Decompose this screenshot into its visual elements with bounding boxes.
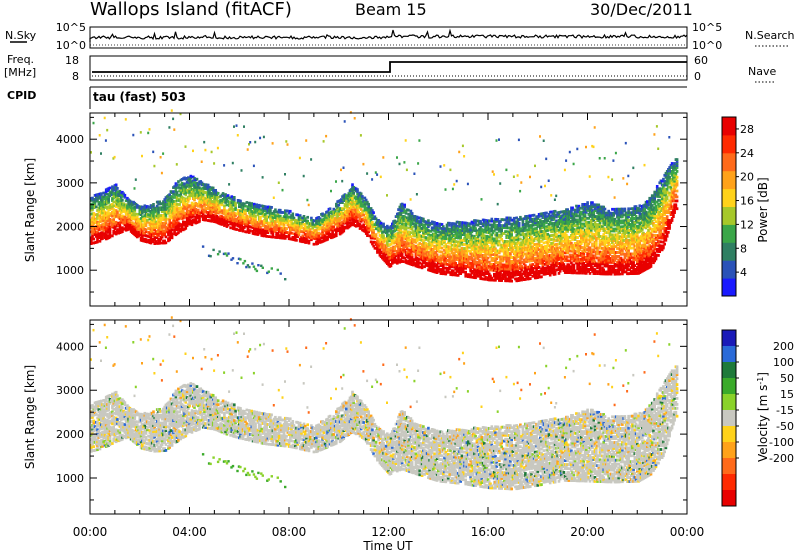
- time-tick-label: 20:00: [570, 525, 605, 539]
- power-colorbar-tick: 4: [740, 266, 747, 279]
- nave-tick-bottom: 0: [694, 70, 701, 83]
- nsearch-tick-top: 10^5: [692, 21, 722, 34]
- freq-label: Freq.: [7, 53, 34, 66]
- freq-strip: Freq. [MHz] 18 8 Nave 60 0: [4, 53, 776, 83]
- power-colorbar-tick: 12: [740, 218, 754, 231]
- time-xlabel: Time UT: [362, 539, 413, 553]
- velocity-colorbar-tick: -50: [776, 420, 794, 433]
- power-colorbar-tick: 28: [740, 123, 754, 136]
- range-tick-label: 3000: [56, 384, 84, 397]
- velocity-colorbar-tick: 100: [773, 356, 794, 369]
- velocity-panel: 1000 2000 3000 4000 Slant Range [km]: [23, 316, 688, 515]
- power-colorbar: 4 8 12 16 20 24 28: [721, 116, 754, 297]
- station-title: Wallops Island (fitACF): [90, 0, 292, 20]
- power-panel: 1000 2000 3000 4000 Slant Range [km]: [23, 109, 688, 307]
- nsky-tick-bottom: 10^0: [56, 39, 86, 52]
- velocity-colorbar-tick: 50: [780, 372, 794, 385]
- velocity-colorbar: 200 100 50 15 -15 -50 -100 -200: [721, 329, 794, 507]
- velocity-colorbar-tick: -15: [776, 404, 794, 417]
- velocity-axes: 1000 2000 3000 4000: [56, 320, 688, 514]
- velocity-ylabel: Slant Range [km]: [23, 365, 37, 469]
- power-scatter: [90, 109, 679, 283]
- range-tick-label: 3000: [56, 177, 84, 190]
- power-colorbar-tick: 20: [740, 171, 754, 184]
- power-colorbar-label: Power [dB]: [756, 177, 770, 242]
- velocity-colorbar-tick: -100: [769, 436, 794, 449]
- time-tick-label: 12:00: [371, 525, 406, 539]
- range-tick-label: 4000: [56, 340, 84, 353]
- cpid-label: CPID: [7, 89, 36, 102]
- range-tick-label: 4000: [56, 133, 84, 146]
- time-tick-label: 16:00: [471, 525, 506, 539]
- power-colorbar-tick: 8: [740, 242, 747, 255]
- time-tick-label: 08:00: [272, 525, 307, 539]
- time-tick-label: 00:00: [73, 525, 108, 539]
- time-tick-label: 04:00: [172, 525, 207, 539]
- range-tick-label: 2000: [56, 428, 84, 441]
- nave-label: Nave: [748, 65, 776, 78]
- range-tick-label: 2000: [56, 221, 84, 234]
- range-tick-label: 1000: [56, 264, 84, 277]
- freq-tick-top: 18: [65, 54, 79, 67]
- velocity-scatter: [90, 316, 679, 491]
- freq-unit: [MHz]: [4, 66, 36, 79]
- nsearch-label: N.Search: [745, 29, 795, 42]
- power-colorbar-tick: 24: [740, 147, 754, 160]
- noise-sky-trace: [89, 28, 688, 42]
- velocity-colorbar-tick: 200: [773, 340, 794, 353]
- noise-strip-frame: [89, 26, 688, 49]
- range-tick-label: 1000: [56, 472, 84, 485]
- power-axes: 1000 2000 3000 4000: [56, 113, 688, 306]
- power-ylabel: Slant Range [km]: [23, 158, 37, 262]
- nsearch-tick-bottom: 10^0: [692, 39, 722, 52]
- time-tick-label: 00:00: [670, 525, 705, 539]
- noise-strip: N.Sky 10^5 10^0 N.Search 10^5 10^0: [5, 21, 795, 52]
- nsky-label: N.Sky: [5, 29, 37, 42]
- cpid-value: tau (fast) 503: [93, 90, 186, 104]
- freq-tick-bottom: 8: [72, 70, 79, 83]
- nave-tick-top: 60: [694, 54, 708, 67]
- velocity-colorbar-tick: 15: [780, 388, 794, 401]
- freq-trace: [92, 61, 687, 73]
- time-axis: 00:00 04:00 08:00 12:00 16:00 20:00 00:00: [73, 525, 705, 539]
- beam-title: Beam 15: [355, 0, 427, 19]
- power-colorbar-tick: 16: [740, 195, 754, 208]
- velocity-colorbar-label: Velocity [m s-1]: [756, 372, 770, 462]
- date-title: 30/Dec/2011: [590, 0, 693, 19]
- freq-strip-frame: [89, 55, 688, 81]
- velocity-colorbar-tick: -200: [769, 452, 794, 465]
- nsky-tick-top: 10^5: [56, 21, 86, 34]
